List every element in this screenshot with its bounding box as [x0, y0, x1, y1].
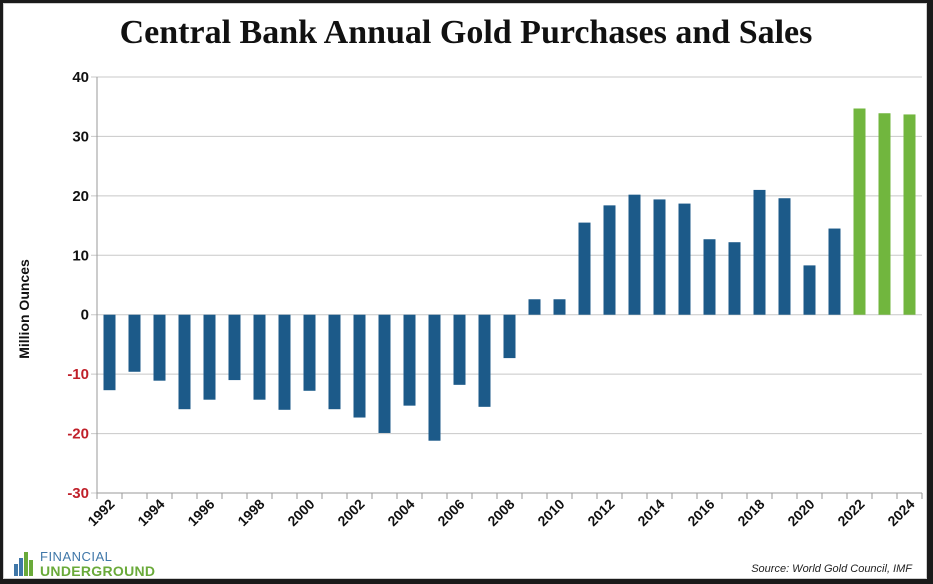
bar-2001: [328, 314, 341, 410]
bar-2002: [353, 314, 366, 418]
x-tick-label: 2020: [784, 496, 817, 529]
y-tick-label: -20: [67, 426, 89, 443]
chart-frame: Central Bank Annual Gold Purchases and S…: [3, 3, 927, 579]
x-tick-label: 1994: [134, 496, 167, 529]
bar-1998: [253, 314, 266, 400]
bar-2014: [653, 199, 666, 315]
y-tick-label: 20: [72, 188, 89, 205]
bar-2021: [828, 228, 841, 315]
bar-1994: [153, 314, 166, 381]
chart-title: Central Bank Annual Gold Purchases and S…: [119, 14, 813, 51]
x-tick-label: 1996: [184, 496, 217, 529]
bar-2008: [503, 314, 516, 359]
x-tick-label: 2000: [284, 496, 317, 529]
bar-2018: [753, 189, 766, 315]
x-tick-label: 2022: [834, 496, 867, 529]
x-tick-label: 2006: [434, 496, 467, 529]
x-tick-label: 2018: [734, 496, 767, 529]
y-tick-label: 40: [72, 69, 89, 86]
bar-1993: [128, 314, 141, 372]
bar-2012: [603, 205, 616, 315]
y-tick-labels: 40 30 20 10 0 -10 -20 -30: [67, 69, 89, 502]
x-tick-label: 2004: [384, 496, 417, 529]
y-tick-label: 10: [72, 247, 89, 264]
bar-1995: [178, 314, 191, 410]
bar-2024: [903, 114, 916, 315]
financial-underground-logo: FINANCIAL UNDERGROUND: [10, 549, 180, 579]
bar-2022: [853, 108, 866, 315]
x-tick-label: 1992: [84, 496, 117, 529]
bar-2011: [578, 222, 591, 315]
logo-line1: FINANCIAL: [40, 549, 113, 564]
bar-2005: [428, 314, 441, 441]
x-tick-label: 2016: [684, 496, 717, 529]
bar-2015: [678, 203, 691, 315]
bar-1992: [103, 314, 116, 391]
y-axis-label: Million Ounces: [16, 259, 32, 359]
bar-2023: [878, 113, 891, 315]
bar-2013: [628, 194, 641, 315]
logo-line2: UNDERGROUND: [40, 563, 156, 579]
bar-2010: [553, 299, 566, 315]
x-tick-label: 2014: [634, 496, 667, 529]
axes: [96, 77, 923, 499]
x-tick-labels: 1992 1994 1996 1998 2000 2002 2004 2006 2008 2010…: [84, 496, 917, 529]
bar-2017: [728, 242, 741, 315]
bar-2009: [528, 299, 541, 315]
y-tick-label: 30: [72, 128, 89, 145]
bar-2016: [703, 239, 716, 315]
source-note: Source: World Gold Council, IMF: [751, 563, 912, 575]
bar-2006: [453, 314, 466, 385]
y-tick-label: -30: [67, 485, 89, 502]
x-tick-label: 2002: [334, 496, 367, 529]
gridlines: [91, 76, 922, 494]
x-tick-label: 2008: [484, 496, 517, 529]
bar-2007: [478, 314, 491, 407]
bar-2019: [778, 198, 791, 315]
x-tick-label: 2010: [534, 496, 567, 529]
bar-1997: [228, 314, 241, 381]
x-tick-label: 1998: [234, 496, 267, 529]
x-tick-label: 2012: [584, 496, 617, 529]
bar-2003: [378, 314, 391, 433]
bar-2004: [403, 314, 416, 406]
bar-2000: [303, 314, 316, 391]
y-tick-label: 0: [81, 307, 89, 324]
bar-1999: [278, 314, 291, 410]
bar-2020: [803, 265, 816, 315]
y-tick-label: -10: [67, 366, 89, 383]
x-tick-label: 2024: [884, 496, 917, 529]
logo-bars-icon: [14, 552, 33, 576]
bars: [103, 108, 916, 441]
bar-1996: [203, 314, 216, 400]
